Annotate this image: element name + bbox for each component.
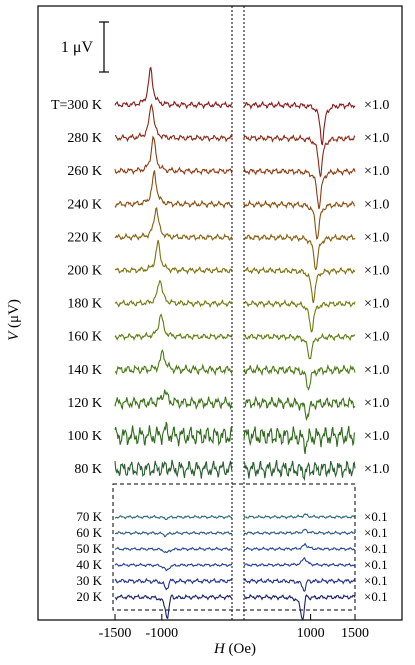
multiplier-label-20K: ×0.1 <box>364 589 388 604</box>
curve-right-50K <box>243 542 356 552</box>
temperature-label-100K: 100 K <box>67 429 102 444</box>
curve-left-200K <box>114 239 233 275</box>
curve-right-220K <box>243 233 356 271</box>
multiplier-labels: ×1.0 ×1.0 ×1.0 ×1.0 ×1.0 ×1.0 ×1.0 ×1.0 ×1.0 ×1.0… <box>364 98 389 604</box>
curve-right-100K <box>243 425 355 455</box>
temperature-label-200K: 200 K <box>67 264 102 279</box>
curve-left-180K <box>114 280 233 309</box>
curve-right-160K <box>243 332 356 360</box>
x-tick-label-2: 1000 <box>297 626 325 641</box>
curve-right-260K <box>243 167 356 210</box>
curve-right-40K <box>243 556 356 568</box>
multiplier-label-80K: ×1.0 <box>364 462 389 477</box>
x-tick-label-0: -1500 <box>99 626 132 641</box>
multiplier-label-180K: ×1.0 <box>364 297 389 312</box>
curve-right-200K <box>243 266 356 304</box>
curve-left-280K <box>114 103 233 143</box>
temperature-label-30K: 30 K <box>76 573 102 588</box>
plot-frame <box>37 5 403 621</box>
multiplier-label-240K: ×1.0 <box>364 197 389 212</box>
multiplier-label-260K: ×1.0 <box>364 164 389 179</box>
curve-right-140K <box>243 363 356 391</box>
multiplier-label-40K: ×0.1 <box>364 557 388 572</box>
curve-left-60K <box>114 530 233 538</box>
curve-left-160K <box>114 313 233 341</box>
scale-bar: 1 μV <box>61 21 109 73</box>
curve-left-50K <box>114 546 233 554</box>
curve-left-120K <box>114 389 233 411</box>
temperature-label-80K: 80 K <box>74 462 102 477</box>
x-axis: -1500 -1000 1000 1500 <box>99 614 369 641</box>
temperature-label-180K: 180 K <box>67 297 102 312</box>
curve-left-220K <box>114 207 233 241</box>
curve-right-280K <box>243 133 356 178</box>
axis-break-lines <box>231 6 245 620</box>
curve-right-30K <box>243 577 356 592</box>
multiplier-label-100K: ×1.0 <box>364 429 389 444</box>
curve-left-40K <box>114 562 233 572</box>
temperature-label-120K: 120 K <box>67 396 102 411</box>
temperature-label-50K: 50 K <box>76 541 102 556</box>
multiplier-label-30K: ×0.1 <box>364 573 388 588</box>
curve-right-300K <box>243 100 356 146</box>
multiplier-label-220K: ×1.0 <box>364 230 389 245</box>
temperature-label-240K: 240 K <box>67 197 102 212</box>
curve-right-20K <box>243 593 356 621</box>
multiplier-label-200K: ×1.0 <box>364 264 389 279</box>
curve-left-100K <box>114 421 233 447</box>
multiplier-label-50K: ×0.1 <box>364 541 388 556</box>
curves-group <box>114 66 356 621</box>
x-tick-label-3: 1500 <box>341 626 369 641</box>
temperature-label-70K: 70 K <box>76 509 102 524</box>
low-temperature-box <box>112 483 356 611</box>
temperature-labels: T=300 K 280 K 260 K 240 K 220 K 200 K 180 K 160… <box>51 98 103 604</box>
curve-right-70K <box>243 512 356 520</box>
curve-left-240K <box>114 170 233 209</box>
scale-bar-label: 1 μV <box>61 39 94 56</box>
y-axis-label: V (μV) <box>6 299 22 341</box>
multiplier-label-70K: ×0.1 <box>364 509 388 524</box>
temperature-label-260K: 260 K <box>67 164 102 179</box>
multiplier-label-280K: ×1.0 <box>364 131 389 146</box>
x-axis-label: H (Oe) <box>213 641 256 657</box>
temperature-label-140K: 140 K <box>67 363 102 378</box>
multiplier-label-60K: ×0.1 <box>364 525 388 540</box>
curve-right-60K <box>243 528 356 536</box>
temperature-label-40K: 40 K <box>76 557 102 572</box>
multiplier-label-160K: ×1.0 <box>364 330 389 345</box>
temperature-label-20K: 20 K <box>76 589 102 604</box>
curve-left-20K <box>114 594 233 620</box>
curve-left-300K <box>114 66 233 110</box>
curve-right-180K <box>244 299 356 333</box>
curve-left-30K <box>114 577 233 591</box>
multiplier-label-140K: ×1.0 <box>364 363 389 378</box>
curve-left-80K <box>114 459 233 479</box>
curve-left-70K <box>114 514 233 521</box>
curve-right-80K <box>243 460 356 482</box>
multiplier-label-120K: ×1.0 <box>364 396 389 411</box>
curve-right-120K <box>243 395 356 422</box>
temperature-label-300K: T=300 K <box>51 98 102 113</box>
x-tick-label-1: -1000 <box>145 626 178 641</box>
temperature-label-220K: 220 K <box>67 230 102 245</box>
temperature-label-60K: 60 K <box>76 525 102 540</box>
multiplier-label-300K: ×1.0 <box>364 98 389 113</box>
temperature-label-160K: 160 K <box>67 330 102 345</box>
temperature-label-280K: 280 K <box>67 131 102 146</box>
low-temperature-dashed-box <box>112 483 356 611</box>
curve-left-140K <box>114 349 233 376</box>
curve-left-260K <box>114 135 233 176</box>
curve-right-240K <box>243 199 356 240</box>
